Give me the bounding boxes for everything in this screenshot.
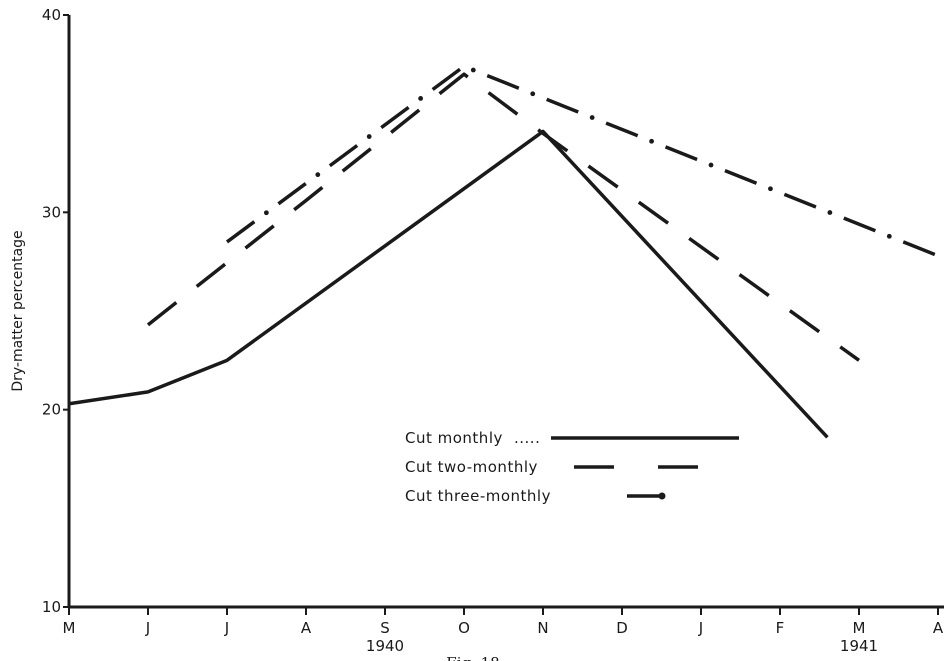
x-year-label: 1941: [840, 637, 878, 655]
series-dot-cut-three-monthly: [263, 210, 269, 216]
y-axis-title: Dry-matter percentage: [10, 230, 26, 391]
series-dot-cut-three-monthly: [315, 172, 321, 178]
x-tick-label: O: [458, 619, 470, 637]
series-line-cut-three-monthly: [225, 64, 939, 258]
series-dot-cut-three-monthly: [827, 210, 833, 215]
x-tick-label: J: [224, 619, 229, 637]
x-tick-label: M: [853, 619, 866, 637]
legend-swatch-three-monthly-dot: [658, 492, 666, 500]
x-tick-label: M: [63, 619, 76, 637]
x-tick-label: A: [933, 619, 944, 637]
legend-label-monthly: Cut monthly: [405, 429, 503, 447]
series-dot-cut-three-monthly: [470, 67, 476, 73]
x-tick-label: J: [145, 619, 150, 637]
series-dot-cut-three-monthly: [530, 91, 536, 97]
series-dot-cut-three-monthly: [768, 186, 773, 192]
y-tick-label: 40: [42, 6, 61, 24]
y-tick-label: 10: [42, 598, 61, 616]
series-line-cut-monthly: [68, 129, 829, 439]
legend-label-three-monthly: Cut three-monthly: [405, 487, 551, 505]
legend: Cut monthly ..... Cut two-monthly Cut th…: [405, 429, 739, 505]
series-dot-cut-three-monthly: [886, 233, 892, 239]
x-tick-label: N: [537, 619, 548, 637]
series-dot-cut-three-monthly: [366, 134, 372, 139]
series-dot-cut-three-monthly: [589, 115, 595, 120]
series-dot-cut-three-monthly: [708, 162, 714, 168]
y-tick-label: 20: [42, 401, 61, 419]
x-tick-label: S: [380, 619, 390, 637]
x-tick-label: A: [301, 619, 312, 637]
series-layer: [68, 64, 939, 439]
x-tick-label: D: [616, 619, 628, 637]
series-dot-cut-three-monthly: [649, 138, 654, 144]
legend-leader-dots: .....: [514, 429, 540, 447]
figure-caption: Fig. 18: [446, 654, 499, 661]
x-tick-label: F: [776, 619, 785, 637]
legend-label-two-monthly: Cut two-monthly: [405, 458, 538, 476]
x-year-label: 1940: [366, 637, 404, 655]
axes: 10 20 30 40 M J J A S O N D J F M A 1940 1941 Dry-matter p…: [10, 6, 944, 661]
series-dot-cut-three-monthly: [418, 96, 424, 101]
x-tick-label: J: [698, 619, 703, 637]
series-line-cut-two-monthly: [146, 72, 861, 362]
y-tick-label: 30: [42, 203, 61, 221]
